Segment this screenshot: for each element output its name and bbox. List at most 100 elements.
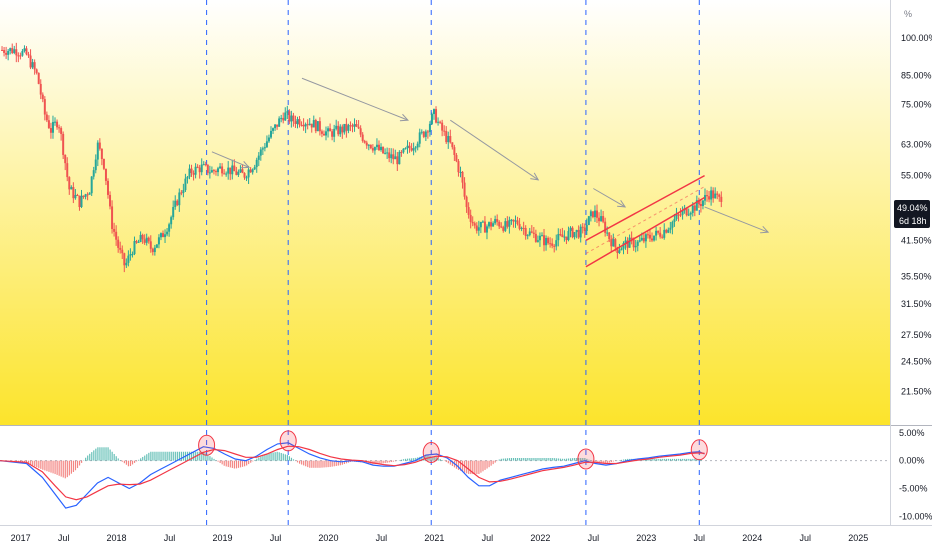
candle-body	[443, 130, 446, 132]
last-price-badge: 49.04% 6d 18h	[894, 200, 930, 228]
candle-body	[237, 172, 240, 175]
time-axis[interactable]: 2017 Jul 2018 Jul 2019 Jul 2020 Jul 2021 Jul 2022 J…	[11, 533, 869, 543]
highlight-circle[interactable]	[422, 442, 440, 464]
time-tick-label: 2022	[530, 533, 550, 543]
candle-body	[135, 241, 138, 243]
candle-body	[329, 128, 332, 132]
candle-body	[663, 229, 666, 238]
trend-arrow-head	[760, 225, 770, 234]
candle-body	[318, 121, 321, 132]
candle-body	[585, 224, 588, 231]
candle-body	[267, 137, 270, 142]
highlight-circle[interactable]	[577, 448, 595, 470]
candle-body	[714, 193, 717, 199]
trend-arrow[interactable]	[704, 206, 769, 233]
candle-body	[384, 152, 387, 154]
candle-body	[90, 176, 93, 194]
highlight-circle[interactable]	[690, 439, 708, 461]
indicator-pane[interactable]	[0, 430, 890, 509]
candle-body	[598, 217, 601, 222]
candle-body	[212, 170, 215, 172]
candle-body	[182, 190, 185, 193]
candle-body	[367, 144, 370, 146]
candle-body	[82, 195, 85, 197]
candle-body	[677, 214, 680, 216]
candle-body	[72, 187, 75, 199]
candle-body	[689, 212, 692, 215]
price-axis[interactable]: 100.00% 85.00% 75.00% 63.00% 55.00% 41.50% 35.…	[899, 33, 932, 521]
candle-body	[545, 237, 548, 246]
candle-body	[608, 232, 611, 240]
candle-body	[492, 223, 495, 227]
candle-body	[504, 221, 507, 231]
candle-body	[41, 94, 44, 100]
candle-body	[278, 118, 281, 127]
candle-body	[341, 126, 344, 133]
candle-body	[151, 248, 154, 253]
axis-unit-label[interactable]: %	[904, 9, 912, 19]
candle-body	[596, 210, 599, 218]
candle-body	[113, 228, 116, 232]
candle-body	[172, 206, 175, 218]
candle-body	[123, 253, 126, 266]
candle-body	[327, 128, 330, 132]
candle-body	[626, 240, 629, 248]
candle-body	[693, 205, 696, 211]
candle-body	[577, 229, 580, 238]
candle-body	[392, 154, 395, 160]
candle-body	[294, 121, 297, 124]
candle-body	[27, 54, 30, 56]
candle-body	[394, 156, 397, 160]
candle-body	[471, 221, 474, 224]
candle-body	[166, 231, 169, 235]
candle-body	[84, 194, 87, 197]
candle-body	[5, 52, 8, 55]
trend-arrow[interactable]	[301, 77, 409, 121]
time-tick-label: Jul	[694, 533, 706, 543]
candle-body	[223, 173, 226, 175]
candle-body	[39, 83, 42, 95]
trend-arrow[interactable]	[211, 151, 250, 168]
trend-arrow[interactable]	[450, 119, 539, 181]
candle-body	[490, 222, 493, 227]
candle-body	[373, 147, 376, 151]
candle-body	[455, 154, 458, 162]
candle-body	[524, 228, 527, 236]
candle-body	[94, 159, 97, 171]
candle-body	[127, 255, 130, 263]
candle-body	[377, 144, 380, 151]
candle-body	[219, 166, 222, 169]
candle-body	[380, 146, 383, 151]
candle-body	[88, 193, 91, 195]
candle-body	[198, 167, 201, 173]
indicator-line-red[interactable]	[0, 445, 705, 501]
highlight-circle[interactable]	[198, 434, 216, 456]
candle-body	[331, 131, 334, 137]
candle-body	[221, 166, 224, 174]
candle-body	[441, 122, 444, 131]
candle-body	[74, 194, 77, 199]
main-pane[interactable]	[1, 0, 770, 525]
candle-body	[192, 173, 195, 175]
candle-body	[512, 219, 515, 222]
candle-body	[500, 226, 503, 228]
candle-body	[691, 205, 694, 213]
candle-body	[365, 142, 368, 146]
candle-body	[45, 114, 48, 121]
channel-line-lower[interactable]	[585, 196, 705, 268]
time-tick-label: 2021	[424, 533, 444, 543]
time-tick-label: 2025	[848, 533, 868, 543]
trend-arrow[interactable]	[593, 188, 626, 208]
highlight-circle[interactable]	[279, 430, 297, 452]
candle-body	[610, 239, 613, 247]
channel-line-upper[interactable]	[585, 174, 705, 242]
candle-body	[196, 166, 199, 168]
candle-body	[591, 211, 594, 218]
trend-arrow-head	[530, 172, 540, 181]
time-tick-label: 2020	[318, 533, 338, 543]
candle-body	[712, 190, 715, 199]
candle-body	[416, 143, 419, 148]
candle-body	[251, 169, 254, 173]
candle-body	[29, 55, 32, 68]
